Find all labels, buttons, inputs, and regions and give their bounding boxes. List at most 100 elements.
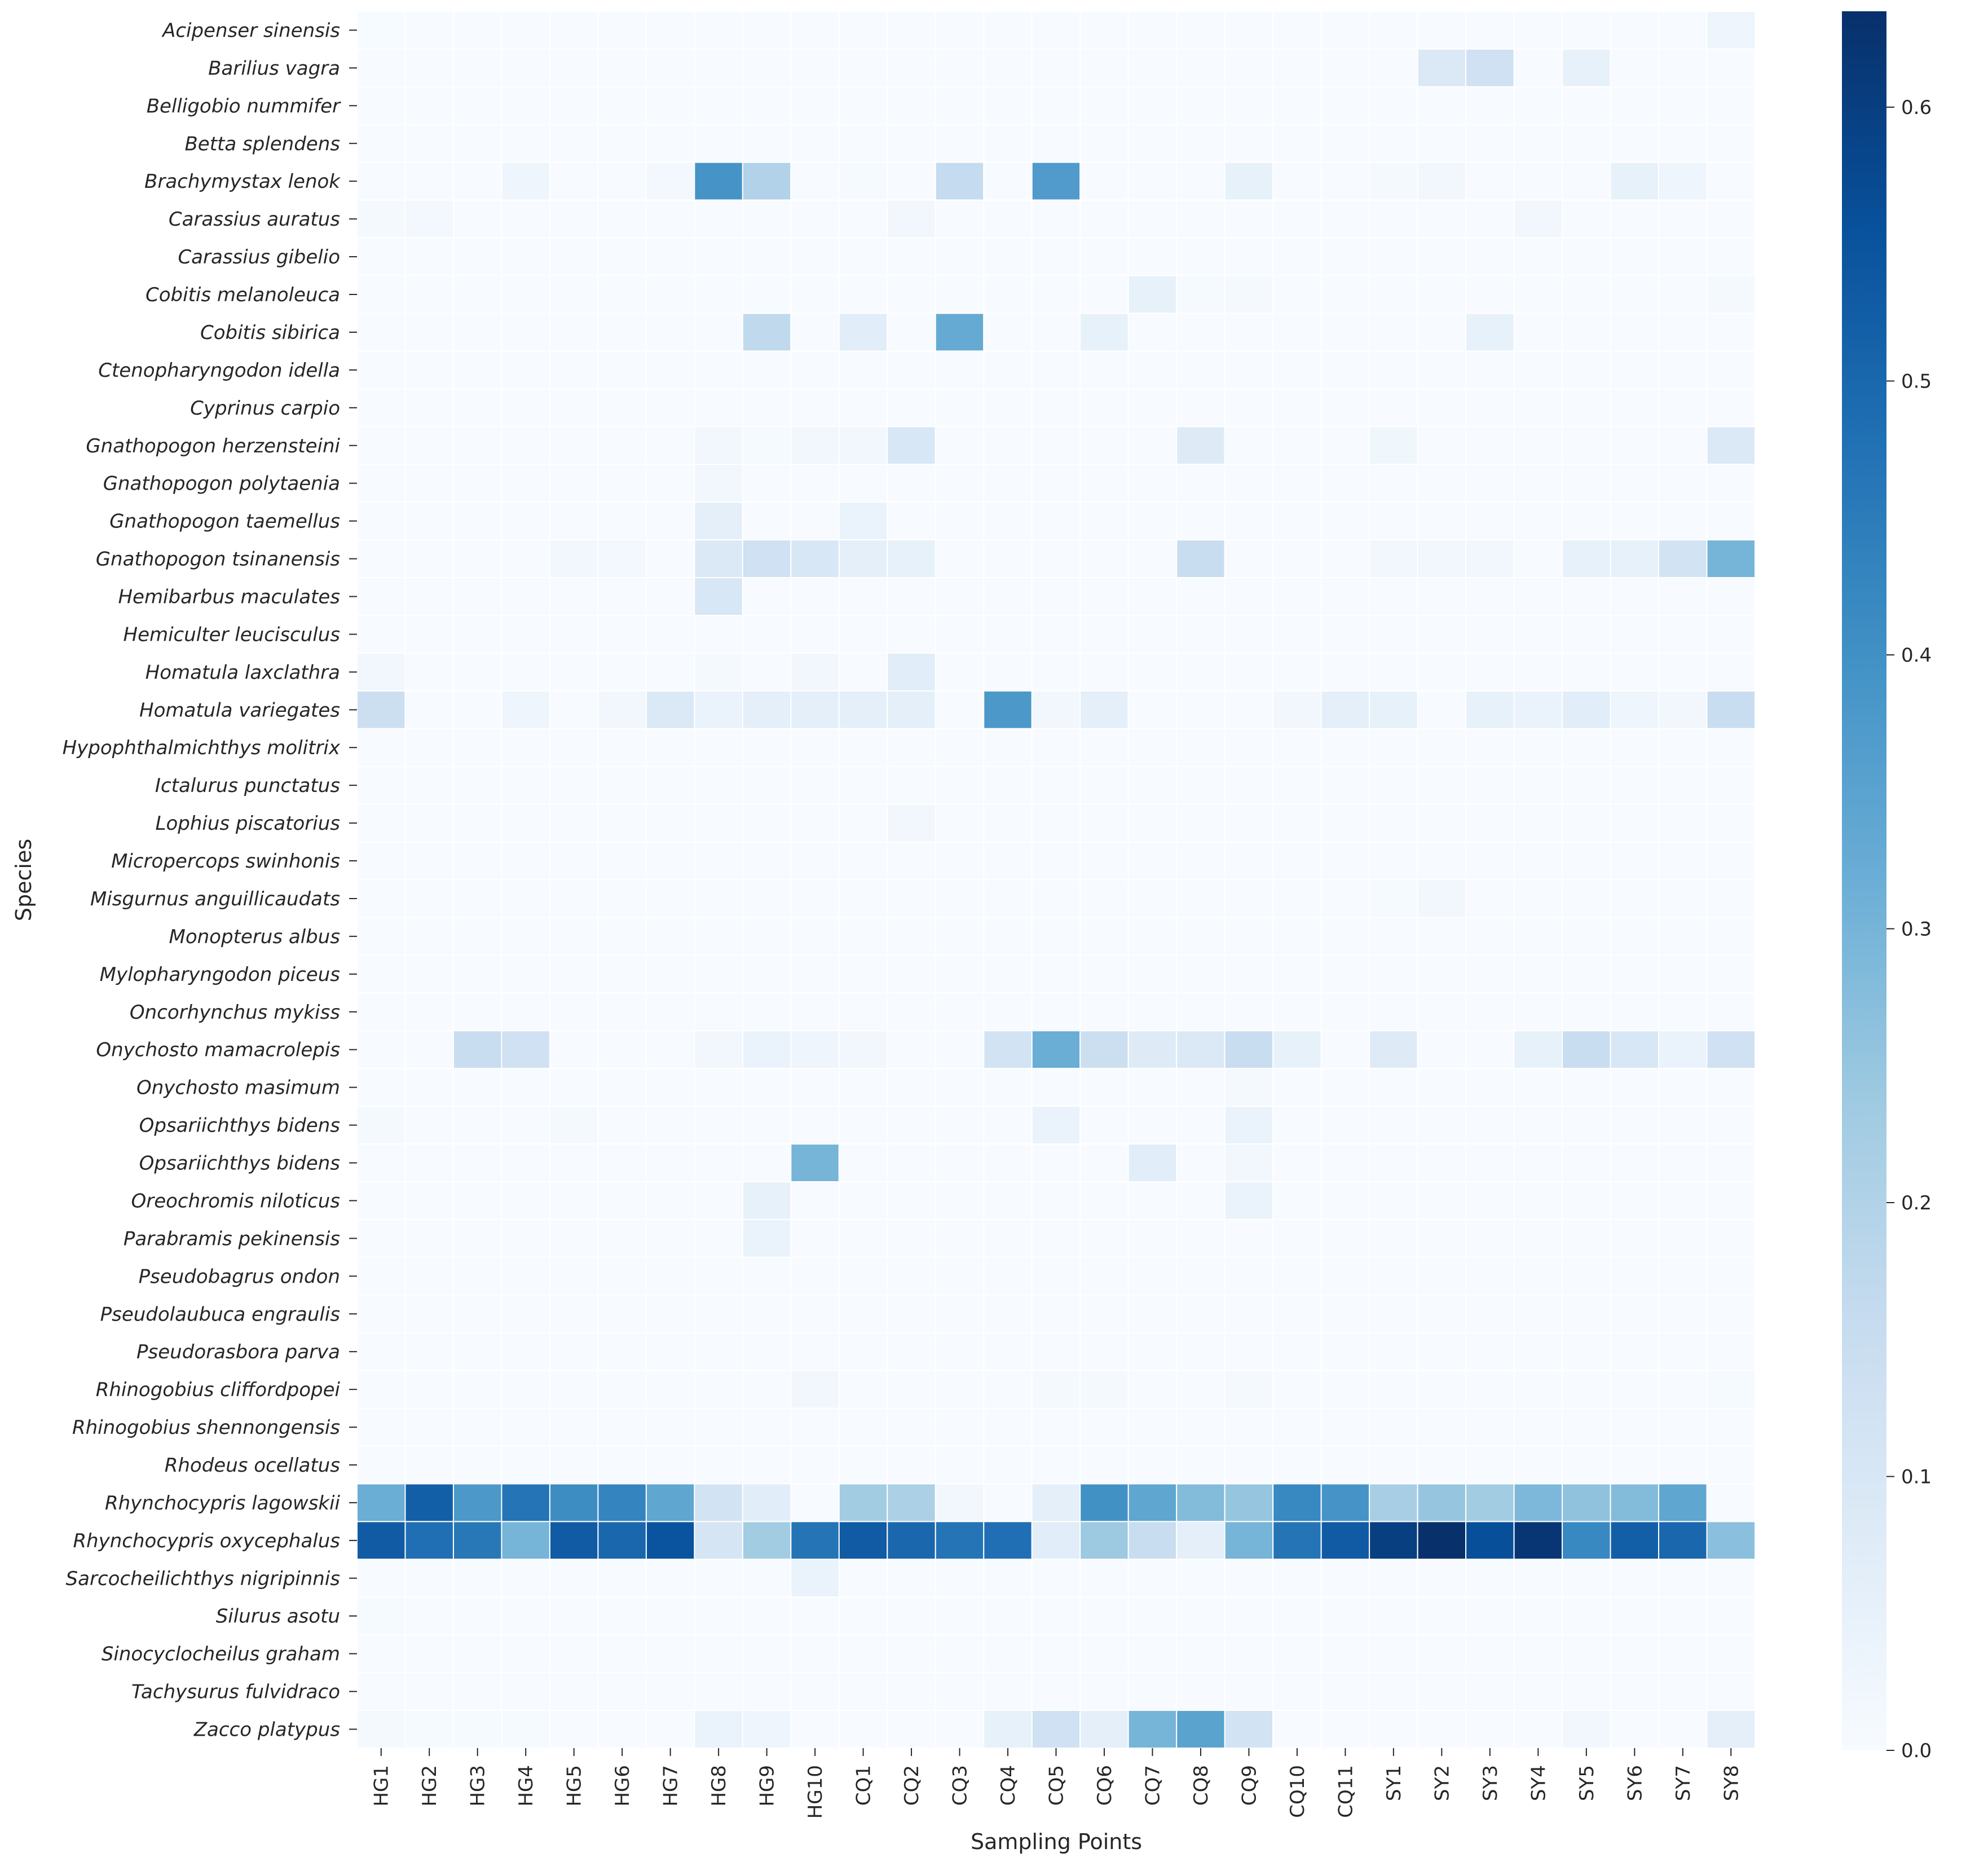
- heatmap-cell: [597, 464, 647, 503]
- heatmap-cell: [1320, 1370, 1370, 1409]
- heatmap-cell: [935, 275, 985, 314]
- heatmap-cell: [645, 313, 695, 352]
- heatmap-cell: [1610, 917, 1660, 956]
- heatmap-cell: [356, 124, 406, 163]
- heatmap-cell: [935, 388, 985, 428]
- heatmap-cell: [694, 728, 743, 767]
- heatmap-cell: [1465, 1218, 1515, 1258]
- y-tick-label: Gnathopogon taemellus: [109, 510, 340, 533]
- heatmap-cell: [356, 199, 406, 239]
- heatmap-cell: [742, 1634, 792, 1674]
- heatmap-cell: [452, 1483, 502, 1522]
- heatmap-cell: [1465, 11, 1515, 50]
- heatmap-cell: [1417, 841, 1467, 881]
- heatmap-cell: [452, 1596, 502, 1636]
- heatmap-cell: [1417, 1596, 1467, 1636]
- heatmap-cell: [887, 1068, 936, 1107]
- heatmap-cell: [1272, 1596, 1322, 1636]
- heatmap-cell: [356, 275, 406, 314]
- heatmap-cell: [1127, 1294, 1178, 1334]
- heatmap-cell: [1513, 48, 1563, 87]
- heatmap-cell: [1031, 1332, 1081, 1371]
- heatmap-cell: [1079, 501, 1129, 541]
- heatmap-cell: [887, 501, 936, 541]
- heatmap-cell: [501, 501, 550, 541]
- heatmap-cell: [1658, 803, 1708, 843]
- heatmap-cell: [356, 539, 406, 579]
- heatmap-cell: [1706, 1559, 1756, 1598]
- heatmap-cell: [1079, 803, 1129, 843]
- heatmap-cell: [1417, 1294, 1467, 1334]
- heatmap-cell: [501, 652, 550, 692]
- heatmap-cell: [1369, 1218, 1418, 1258]
- heatmap-cell: [549, 1483, 599, 1522]
- heatmap-cell: [838, 690, 888, 729]
- heatmap-cell: [1224, 1256, 1274, 1296]
- y-axis-title: Species: [11, 839, 36, 921]
- heatmap-cell: [1369, 199, 1418, 239]
- y-tick-label: Pseudorasbora parva: [136, 1341, 340, 1363]
- y-tick-label: Rhynchocypris oxycephalus: [73, 1530, 340, 1552]
- heatmap-cell: [1417, 275, 1467, 314]
- heatmap-cell: [983, 1445, 1033, 1485]
- heatmap-cell: [838, 275, 888, 314]
- heatmap-cell: [694, 11, 743, 50]
- colorbar-tick-label: 0.0: [1901, 1740, 1932, 1762]
- heatmap-cell: [1079, 1294, 1129, 1334]
- heatmap-cell: [1465, 1672, 1515, 1711]
- heatmap-cell: [838, 237, 888, 276]
- heatmap-cell: [1320, 350, 1370, 390]
- heatmap-cell: [983, 350, 1033, 390]
- heatmap-cell: [1320, 501, 1370, 541]
- heatmap-cell: [742, 803, 792, 843]
- heatmap-cell: [597, 954, 647, 994]
- heatmap-cell: [1127, 11, 1178, 50]
- heatmap-cell: [452, 1294, 502, 1334]
- heatmap-cell: [452, 1068, 502, 1107]
- heatmap-cell: [1031, 1218, 1081, 1258]
- heatmap-cell: [1562, 841, 1611, 881]
- heatmap-cell: [935, 765, 985, 805]
- heatmap-cell: [790, 841, 840, 881]
- heatmap-cell: [549, 1030, 599, 1070]
- heatmap-cell: [1513, 803, 1563, 843]
- heatmap-cell: [790, 1030, 840, 1070]
- heatmap-cell: [935, 1596, 985, 1636]
- heatmap-cell: [452, 1407, 502, 1447]
- heatmap-cell: [549, 48, 599, 87]
- heatmap-cell: [1658, 237, 1708, 276]
- heatmap-cell: [452, 917, 502, 956]
- heatmap-cell: [790, 765, 840, 805]
- heatmap-cell: [597, 48, 647, 87]
- heatmap-cell: [1127, 917, 1178, 956]
- x-tick-label: HG2: [418, 1765, 441, 1807]
- heatmap-cell: [1562, 1256, 1611, 1296]
- heatmap-cell: [1513, 1218, 1563, 1258]
- heatmap-cell: [1465, 426, 1515, 465]
- heatmap-cell: [1513, 1672, 1563, 1711]
- heatmap-cell: [1369, 161, 1418, 201]
- heatmap-cell: [838, 992, 888, 1032]
- heatmap-cell: [1320, 1559, 1370, 1598]
- heatmap-cell: [742, 992, 792, 1032]
- heatmap-cell: [1417, 1030, 1467, 1070]
- heatmap-cell: [1417, 1483, 1467, 1522]
- heatmap-cell: [597, 11, 647, 50]
- heatmap-cell: [452, 803, 502, 843]
- heatmap-cell: [1031, 124, 1081, 163]
- heatmap-cell: [1320, 237, 1370, 276]
- heatmap-cell: [404, 1634, 454, 1674]
- heatmap-cell: [1465, 1068, 1515, 1107]
- heatmap-cell: [838, 728, 888, 767]
- heatmap-cell: [1320, 48, 1370, 87]
- heatmap-cell: [838, 577, 888, 616]
- heatmap-cell: [1224, 992, 1274, 1032]
- heatmap-cell: [1176, 1181, 1226, 1220]
- heatmap-cell: [694, 1445, 743, 1485]
- heatmap-cell: [887, 728, 936, 767]
- heatmap-cell: [887, 426, 936, 465]
- heatmap-cell: [1224, 1407, 1274, 1447]
- heatmap-cell: [1610, 426, 1660, 465]
- heatmap-cell: [452, 954, 502, 994]
- heatmap-cell: [1079, 954, 1129, 994]
